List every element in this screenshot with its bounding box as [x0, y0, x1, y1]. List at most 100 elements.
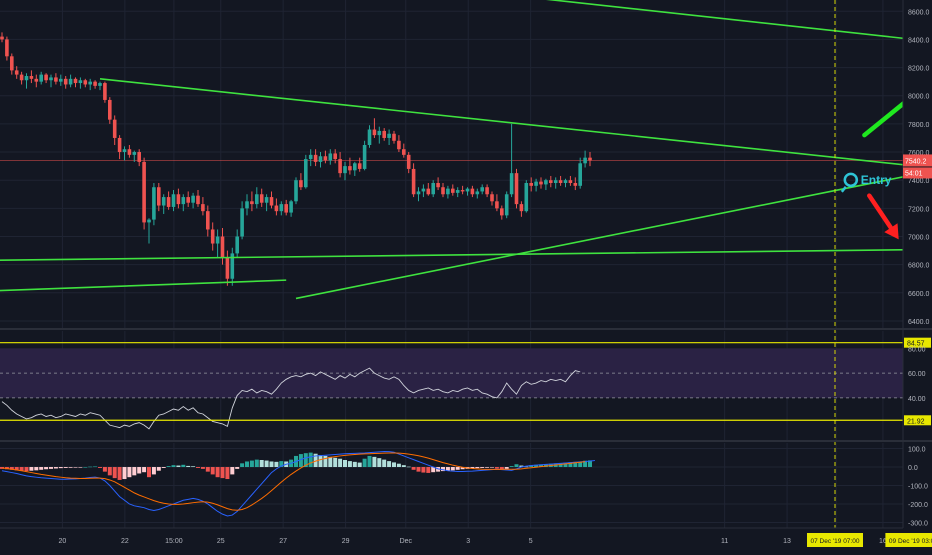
candle [466, 187, 470, 195]
candle [525, 180, 529, 212]
candle [167, 191, 171, 209]
candle [123, 146, 127, 160]
candle [84, 79, 88, 87]
candle-body [162, 197, 166, 205]
candle-body [294, 180, 298, 201]
macd-histogram-bar [270, 461, 274, 467]
candle-body [98, 83, 102, 86]
macd-tick-label: 0.0 [908, 465, 918, 472]
price-tick-label: 7200.0 [908, 206, 930, 213]
rsi-level-label: 21.92 [907, 418, 925, 425]
candle-body [30, 76, 34, 79]
macd-histogram-bar [412, 467, 416, 470]
candle-body [466, 189, 470, 192]
macd-histogram-bar [142, 467, 146, 472]
upper-channel[interactable] [502, 0, 932, 84]
candle-body [490, 194, 494, 201]
candle [235, 229, 239, 257]
candle [569, 176, 573, 186]
candle [583, 151, 587, 168]
candle [157, 183, 161, 211]
last-price-value: 7540.2 [905, 158, 927, 165]
macd-histogram-bar [181, 465, 185, 467]
macd-histogram-bar [475, 467, 479, 468]
macd-histogram-bar [216, 467, 220, 477]
candle-body [299, 180, 303, 187]
candle [490, 191, 494, 205]
candle [549, 176, 553, 187]
candle [373, 118, 377, 138]
candle [333, 149, 337, 163]
time-tick-label: 13 [783, 538, 791, 545]
candle [559, 176, 563, 186]
candle-body [471, 189, 475, 195]
candle [69, 75, 73, 88]
macd-histogram-bar [64, 467, 68, 468]
candle [363, 141, 367, 171]
candle [417, 187, 421, 201]
candle-body [387, 134, 391, 138]
macd-histogram-bar [225, 467, 229, 479]
macd-histogram-bar [358, 463, 362, 467]
macd-histogram-bar [510, 466, 514, 467]
candle-body [392, 134, 396, 141]
macd-histogram-bar [201, 467, 205, 469]
candle-body [240, 208, 244, 236]
macd-histogram-bar [206, 467, 210, 472]
macd-histogram-bar [221, 467, 225, 478]
candle-body [206, 211, 210, 229]
candle [446, 186, 450, 199]
entry-label: Entry [861, 173, 892, 187]
candle [88, 79, 92, 90]
candle [299, 173, 303, 190]
macd-histogram-bar [152, 467, 156, 474]
candle [427, 183, 431, 196]
lower-channel[interactable] [0, 245, 932, 260]
macd-histogram-bar [505, 467, 509, 469]
time-tick-label: 15:00 [165, 538, 183, 545]
macd-histogram-bar [235, 467, 239, 469]
candle [118, 135, 122, 159]
macd-histogram-bar [113, 467, 117, 478]
macd-tick-label: 100.0 [908, 447, 926, 454]
candle-body [588, 158, 592, 161]
rsi-tick-label: 80.00 [908, 346, 926, 353]
candle-body [265, 197, 269, 203]
candle [270, 191, 274, 208]
candle-body [338, 159, 342, 173]
candle-body [123, 149, 127, 152]
candle [186, 191, 190, 206]
macd-histogram-bar [274, 462, 278, 467]
rsi-tick-label: 60.00 [908, 371, 926, 378]
candle [280, 201, 284, 215]
macd-histogram-bar [456, 467, 460, 470]
price-tick-label: 8000.0 [908, 94, 930, 101]
lower-shelf[interactable] [0, 280, 286, 291]
macd-histogram-bar [78, 467, 82, 468]
macd-histogram-bar [260, 460, 264, 467]
candle-body [0, 37, 4, 40]
macd-histogram-bar [417, 467, 421, 472]
candle-body [476, 191, 480, 194]
candle-body [515, 173, 519, 204]
candle-body [113, 120, 117, 138]
macd-histogram-bar [338, 459, 342, 467]
candle [382, 128, 386, 141]
down-arrow[interactable] [869, 196, 898, 240]
macd-histogram-bar [172, 465, 176, 467]
macd-histogram-bar [34, 467, 38, 470]
time-tick-label: 20 [59, 538, 67, 545]
candle-body [226, 258, 230, 279]
candle [255, 187, 259, 208]
entry-annotation[interactable]: Entry [842, 173, 892, 192]
macd-histogram-bar [176, 466, 180, 467]
candle-body [54, 77, 58, 81]
candle-body [20, 75, 24, 81]
candle-body [147, 220, 151, 223]
time-tick-label: 11 [721, 538, 728, 545]
candle [162, 194, 166, 214]
candle [231, 248, 235, 286]
candle-body [500, 208, 504, 215]
